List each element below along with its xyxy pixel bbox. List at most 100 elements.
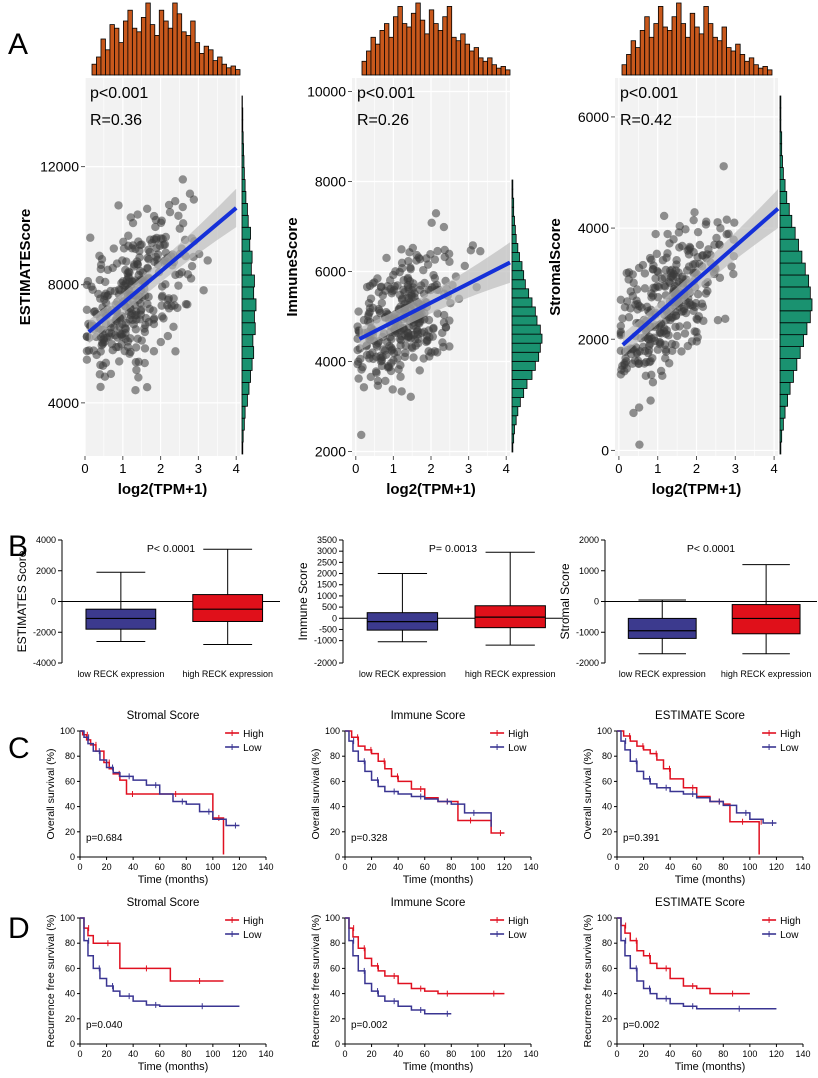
scatter-point: [420, 278, 429, 288]
scatter-point: [137, 305, 146, 314]
x-category-label: high RECK expression: [465, 669, 556, 679]
scatter-point: [460, 261, 470, 271]
scatter-point: [618, 314, 627, 323]
scatter-point: [721, 314, 730, 323]
histogram-bar: [410, 12, 417, 76]
x-tick-label: 140: [523, 862, 538, 872]
p-value-label: p<0.001: [357, 85, 415, 102]
x-tick-label: 40: [665, 1049, 675, 1059]
scatter-point: [413, 326, 422, 335]
x-tick-label: 3: [465, 461, 472, 476]
y-tick-label: 100: [60, 726, 75, 736]
scatter-point: [413, 339, 423, 348]
y-tick-label: 12000: [40, 159, 79, 175]
km-p-value: p=0.040: [86, 1020, 123, 1031]
scatter-point: [433, 348, 442, 357]
scatter-point: [406, 264, 415, 274]
scatter-point: [397, 387, 406, 396]
legend-label: High: [243, 729, 264, 740]
histogram-bar: [511, 397, 521, 408]
scatter-point: [407, 290, 416, 299]
histogram-bar: [230, 65, 236, 76]
box-iqr: [192, 594, 264, 622]
scatter-point: [149, 306, 158, 315]
y-tick-label: 20: [330, 827, 340, 837]
box-plot-p-value: P< 0.0001: [687, 543, 735, 555]
histogram-bar: [469, 50, 475, 76]
scatter-point: [628, 291, 638, 301]
scatter-point: [354, 374, 363, 383]
x-tick-label: 0: [342, 862, 347, 872]
y-tick-label: 1500: [317, 580, 337, 590]
x-category-label: high RECK expression: [721, 669, 812, 679]
histogram-bar: [779, 393, 788, 407]
histogram-bar: [433, 23, 439, 76]
histogram-bar: [109, 24, 115, 76]
x-axis-label: Time (months): [675, 1061, 746, 1073]
x-tick-label: 3: [732, 461, 739, 476]
histogram-bar: [726, 47, 732, 76]
histogram-bar: [163, 20, 169, 76]
x-axis-label: log2(TPM+1): [652, 481, 742, 498]
scatter-point: [713, 218, 722, 227]
y-tick-label: -4000: [33, 658, 56, 668]
histogram-bar: [779, 358, 798, 371]
x-tick-label: 20: [102, 1049, 112, 1059]
x-tick-label: 80: [718, 1049, 728, 1059]
histogram-bar: [241, 214, 249, 228]
scatter-point: [439, 222, 449, 232]
histogram-bar: [511, 224, 516, 235]
x-axis-label: Time (months): [138, 1061, 209, 1073]
y-tick-label: 4000: [315, 354, 346, 370]
scatter-point: [132, 365, 141, 375]
y-tick-label: 2500: [317, 557, 337, 567]
histogram-bar: [100, 38, 106, 76]
scatter-point: [689, 247, 698, 257]
histogram-bar: [779, 441, 782, 455]
x-tick-label: 100: [470, 1049, 485, 1059]
histogram-bar: [199, 53, 205, 76]
scatter-point: [373, 376, 383, 386]
scatter-point: [366, 294, 376, 303]
scatter-point: [152, 243, 161, 253]
histogram-bar: [241, 393, 248, 407]
histogram-bar: [511, 297, 533, 308]
scatter-point: [156, 218, 166, 228]
x-tick-label: 140: [795, 862, 810, 872]
y-tick-label: 500: [322, 602, 337, 612]
x-tick-label: 100: [742, 862, 757, 872]
x-tick-label: 140: [258, 1049, 273, 1059]
y-tick-label: 40: [602, 989, 612, 999]
histogram-bar: [511, 315, 538, 326]
scatter-point: [730, 218, 739, 227]
x-tick-label: 2: [157, 461, 164, 476]
x-tick-label: 4: [233, 461, 240, 476]
x-axis-label: Time (months): [138, 874, 209, 886]
histogram-bar: [487, 57, 493, 76]
scatter-point: [101, 358, 111, 368]
histogram-bar: [241, 167, 245, 180]
box-plot-p-value: P= 0.0013: [429, 543, 477, 555]
scatter-point: [377, 282, 386, 291]
scatter-point: [666, 278, 675, 288]
x-tick-label: 0: [615, 461, 622, 476]
km-p-value: p=0.002: [623, 1020, 660, 1031]
histogram-bar: [779, 95, 782, 109]
scatter-point: [394, 365, 403, 374]
scatter-point: [163, 331, 173, 341]
histogram-bar: [779, 298, 813, 312]
histogram-bar: [118, 42, 124, 76]
scatter-point: [724, 229, 733, 239]
scatter-point: [142, 204, 152, 214]
scatter-point: [651, 229, 660, 239]
histogram-bar: [241, 191, 247, 204]
histogram-bar: [698, 33, 705, 76]
scatter-point: [633, 356, 643, 366]
scatter-point: [132, 257, 142, 266]
y-tick-label: 60: [330, 963, 340, 973]
y-tick-label: 40: [330, 989, 340, 999]
histogram-bar: [241, 429, 244, 443]
scatter-point: [445, 257, 454, 266]
histogram-bar: [482, 60, 488, 76]
histogram-bar: [511, 261, 523, 272]
